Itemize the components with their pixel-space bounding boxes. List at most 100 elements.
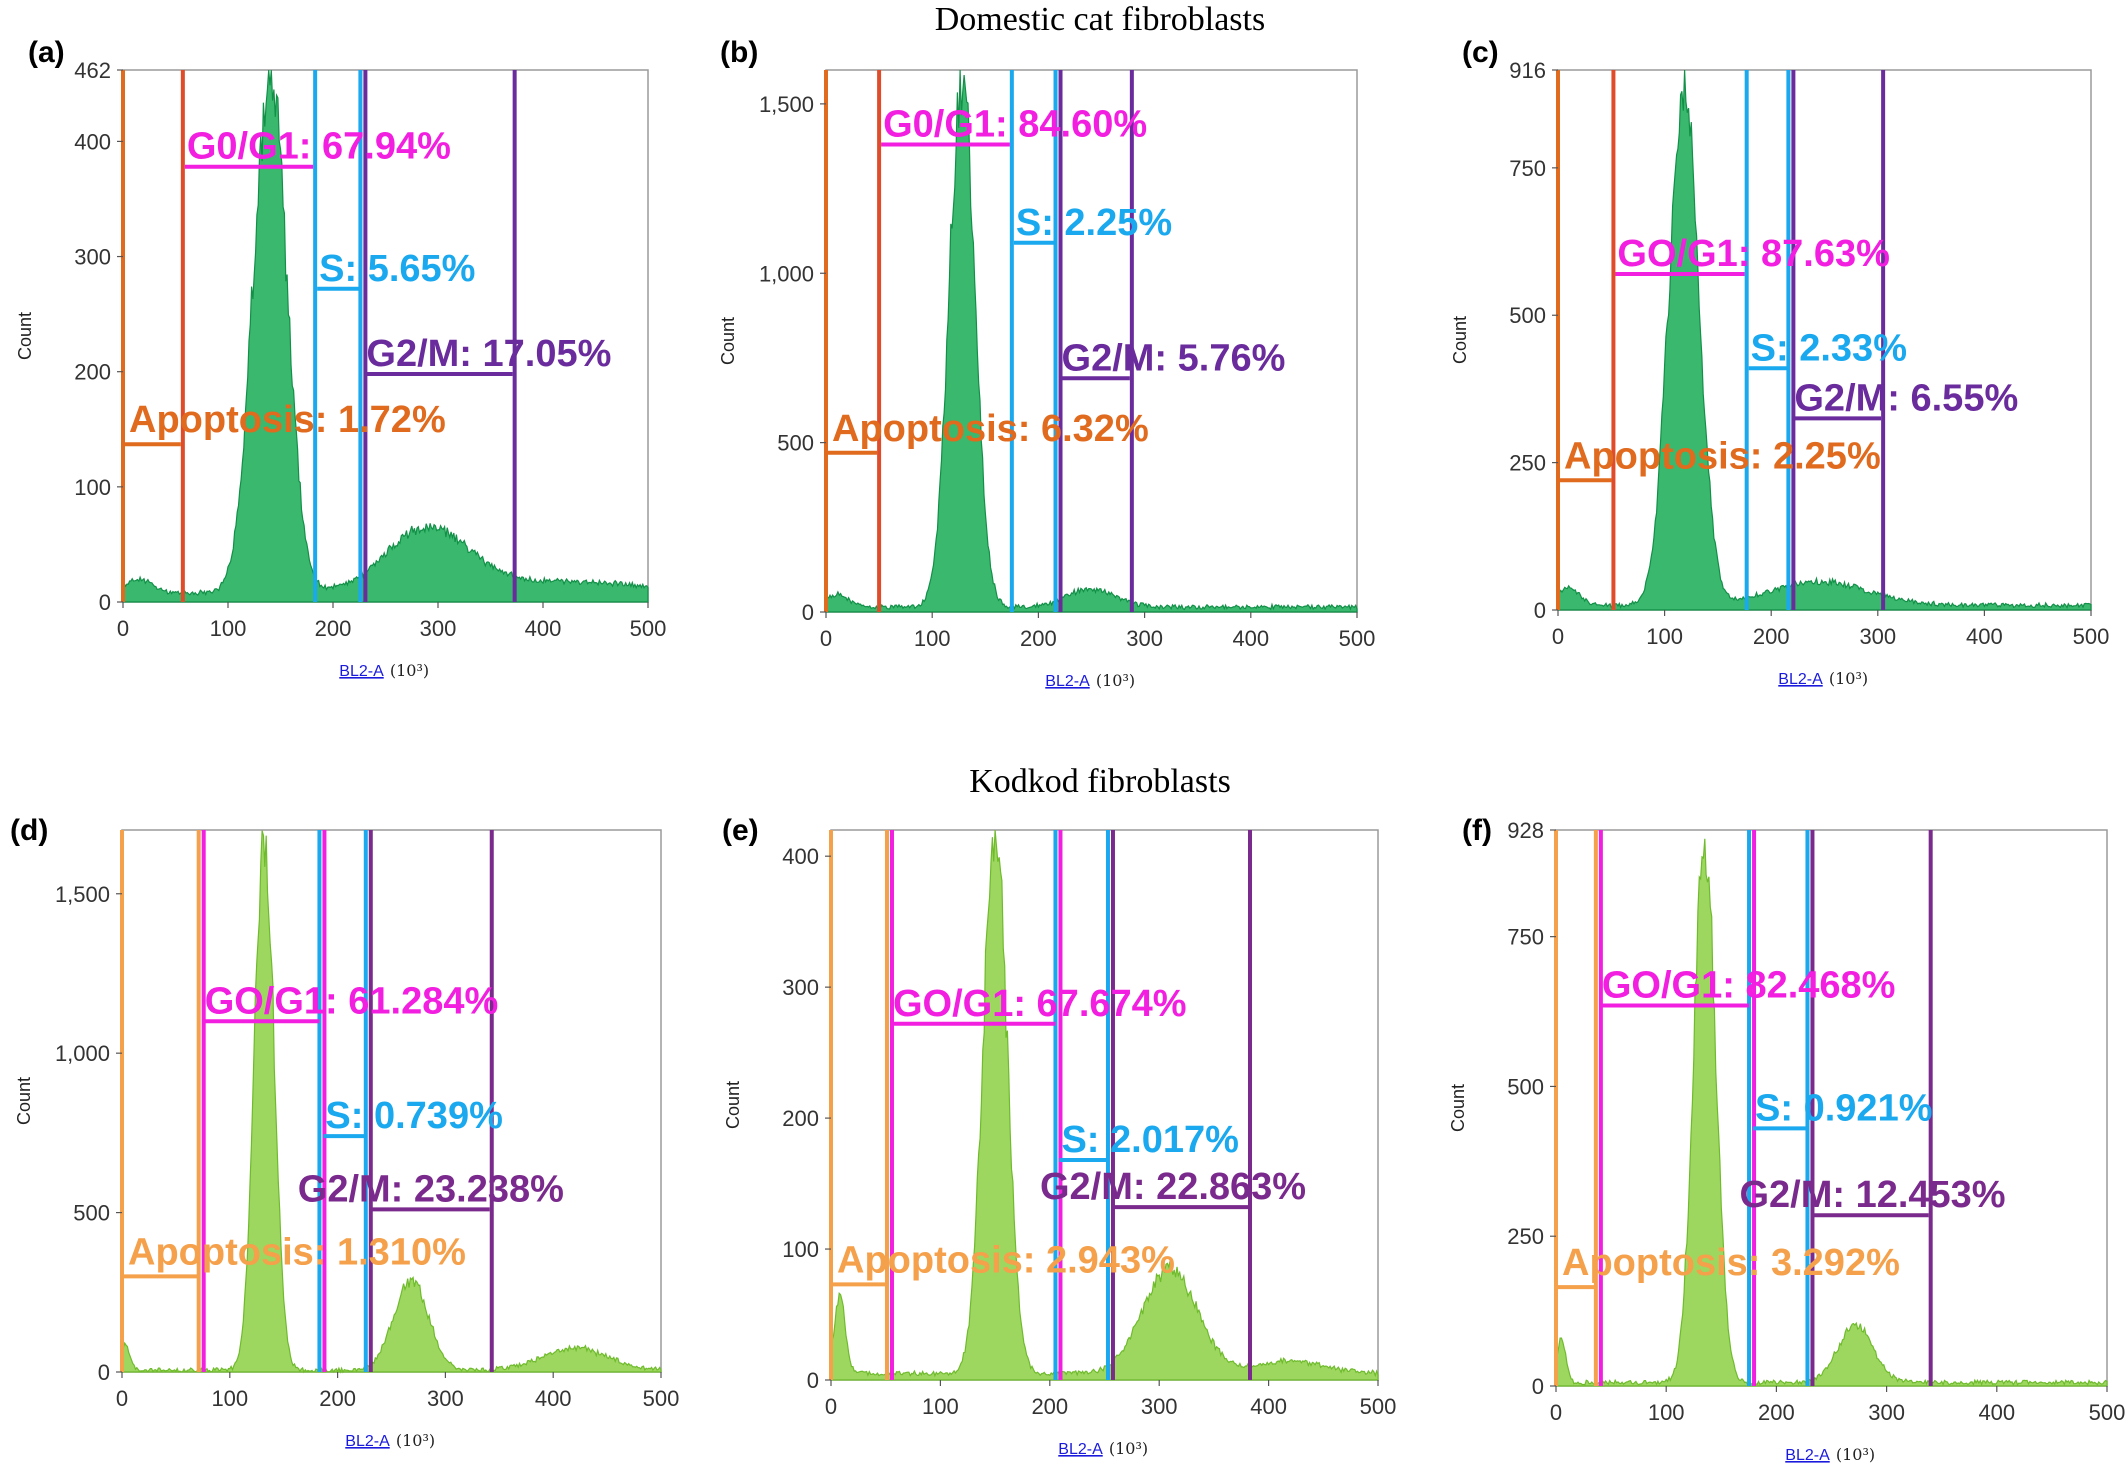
gate-label: S: 0.921% (1755, 1087, 1932, 1129)
y-tick-label: 300 (74, 245, 111, 270)
x-axis-label: BL2-A (345, 1433, 390, 1450)
y-tick-label: 400 (782, 844, 819, 869)
y-tick-label: 500 (1507, 1074, 1544, 1099)
y-axis-label: Count (718, 317, 738, 365)
y-tick-label: 1,500 (55, 882, 110, 907)
x-tick-label: 100 (210, 616, 247, 641)
x-tick-label: 0 (825, 1394, 837, 1419)
panels-group: (a) Apoptosis: 1.72% G0/G1: 67.94% S: 5.65%… (10, 36, 2125, 1464)
panel-letter: (e) (722, 814, 759, 847)
gate-label: Apoptosis: 2.25% (1564, 435, 1881, 477)
section-title-domestic: Domestic cat fibroblasts (935, 1, 1265, 38)
x-tick-label: 0 (1552, 624, 1564, 649)
y-tick-label: 0 (1532, 1374, 1544, 1399)
x-tick-label: 300 (1126, 626, 1163, 651)
panel-letter: (f) (1462, 814, 1492, 847)
x-tick-label: 0 (117, 616, 129, 641)
gate-label: S: 2.017% (1061, 1119, 1238, 1161)
chart-panel-a: (a) Apoptosis: 1.72% G0/G1: 67.94% S: 5.65%… (15, 36, 666, 680)
gate-label: Apoptosis: 1.310% (128, 1231, 466, 1273)
x-axis-label: BL2-A (1045, 673, 1090, 690)
y-tick-label: 0 (98, 1360, 110, 1385)
x-tick-label: 0 (116, 1386, 128, 1411)
gate-label: G2/M: 23.238% (298, 1168, 564, 1210)
y-tick-label: 500 (73, 1201, 110, 1226)
y-tick-label: 100 (782, 1237, 819, 1262)
y-tick-label: 100 (74, 475, 111, 500)
gate-label: G2/M: 17.05% (366, 333, 611, 375)
x-axis-label: BL2-A (1785, 1447, 1830, 1464)
x-tick-label: 400 (1978, 1400, 2015, 1425)
section-title-kodkod: Kodkod fibroblasts (969, 763, 1231, 800)
x-tick-label: 100 (922, 1394, 959, 1419)
x-tick-label: 500 (630, 616, 667, 641)
gate-label: S: 2.33% (1751, 327, 1907, 369)
x-tick-label: 300 (1859, 624, 1896, 649)
gate-label: G2/M: 5.76% (1062, 337, 1286, 379)
y-tick-label: 200 (74, 360, 111, 385)
gate-label: GO/G1: 61.284% (205, 980, 499, 1022)
x-axis-unit: (10³) (1096, 671, 1135, 690)
x-tick-label: 300 (420, 616, 457, 641)
panel-letter: (a) (28, 36, 65, 69)
x-tick-label: 400 (1966, 624, 2003, 649)
y-tick-label: 250 (1509, 451, 1546, 476)
x-tick-label: 200 (1758, 1400, 1795, 1425)
x-axis-label: BL2-A (339, 663, 384, 680)
gate-label: GO/G1: 67.674% (893, 983, 1187, 1025)
x-tick-label: 200 (319, 1386, 356, 1411)
y-axis-label: Count (15, 312, 35, 360)
y-axis-label: Count (1450, 316, 1470, 364)
y-tick-label: 0 (802, 600, 814, 625)
panel-letter: (b) (720, 36, 758, 69)
x-tick-label: 0 (820, 626, 832, 651)
chart-panel-e: (e) Apoptosis: 2.943% GO/G1: 67.674% S: 2.0… (722, 814, 1396, 1458)
x-tick-label: 100 (1646, 624, 1683, 649)
histogram-area (121, 830, 662, 1374)
x-tick-label: 500 (643, 1386, 680, 1411)
y-axis-label: Count (723, 1081, 743, 1129)
x-tick-label: 200 (1753, 624, 1790, 649)
x-tick-label: 100 (1648, 1400, 1685, 1425)
x-tick-label: 500 (2089, 1400, 2126, 1425)
y-tick-label: 0 (807, 1368, 819, 1393)
y-tick-label: 1,000 (55, 1041, 110, 1066)
gate-label: Apoptosis: 1.72% (129, 399, 446, 441)
y-tick-label: 750 (1507, 925, 1544, 950)
chart-panel-c: (c) Apoptosis: 2.25% GO/G1: 87.63% S: 2.33%… (1450, 36, 2109, 688)
gate-label: G0/G1: 67.94% (187, 126, 451, 168)
gate-label: Apoptosis: 2.943% (837, 1239, 1175, 1281)
panel-letter: (c) (1462, 36, 1499, 69)
y-tick-label: 250 (1507, 1224, 1544, 1249)
gate-label: GO/G1: 87.63% (1617, 233, 1889, 275)
y-tick-label: 200 (782, 1106, 819, 1131)
histogram-area (830, 829, 1379, 1381)
x-axis-unit: (10³) (1836, 1445, 1875, 1464)
gate-label: Apoptosis: 3.292% (1562, 1242, 1900, 1284)
x-tick-label: 400 (1232, 626, 1269, 651)
chart-panel-b: (b) Apoptosis: 6.32% G0/G1: 84.60% S: 2.25%… (718, 36, 1375, 690)
x-tick-label: 400 (535, 1386, 572, 1411)
y-tick-label: 300 (782, 975, 819, 1000)
histogram-area (1557, 69, 2092, 611)
gate-label: G2/M: 6.55% (1794, 377, 2018, 419)
gate-label: G2/M: 12.453% (1739, 1174, 2005, 1216)
histogram-area (122, 69, 649, 603)
gate-label: S: 5.65% (319, 248, 475, 290)
y-tick-label: 500 (777, 431, 814, 456)
histogram-area (1555, 838, 2108, 1387)
panel-letter: (d) (10, 814, 48, 847)
x-tick-label: 500 (1360, 1394, 1397, 1419)
y-tick-label: 1,500 (759, 92, 814, 117)
x-tick-label: 200 (1020, 626, 1057, 651)
plot-frame (830, 829, 1379, 1381)
x-tick-label: 200 (315, 616, 352, 641)
chart-panel-f: (f) Apoptosis: 3.292% GO/G1: 82.468% S: 0.9… (1448, 814, 2125, 1464)
x-tick-label: 300 (1868, 1400, 1905, 1425)
y-tick-label: 928 (1507, 818, 1544, 843)
x-tick-label: 100 (914, 626, 951, 651)
gate-label: S: 0.739% (325, 1095, 502, 1137)
x-tick-label: 300 (427, 1386, 464, 1411)
histogram-area (825, 69, 1358, 613)
